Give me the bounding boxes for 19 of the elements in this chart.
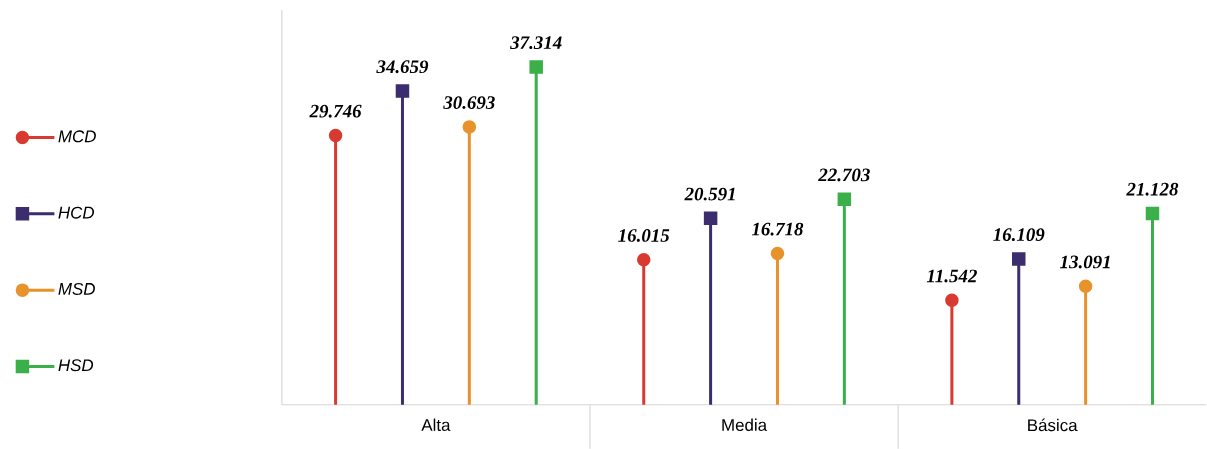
legend-label: HSD xyxy=(58,359,94,372)
data-label: 13.091 xyxy=(1060,255,1110,269)
x-tick-label: Alta xyxy=(421,418,451,431)
data-label: 22.703 xyxy=(818,168,870,182)
x-tick-label: Media xyxy=(722,418,768,431)
x-tick-label: Básica xyxy=(1028,418,1078,431)
data-label: 30.693 xyxy=(443,95,495,109)
legend-label: HCD xyxy=(58,206,95,219)
data-label: 37.314 xyxy=(510,36,562,49)
data-label: 20.591 xyxy=(684,187,735,201)
legend-label: MSD xyxy=(58,282,95,295)
data-label: 16.015 xyxy=(618,228,670,242)
data-label: 16.109 xyxy=(993,228,1045,241)
legend-label: MCD xyxy=(58,130,96,143)
data-label: 34.659 xyxy=(376,60,429,73)
data-label: 21.128 xyxy=(1126,182,1179,196)
data-label: 11.542 xyxy=(926,269,977,283)
data-label: 29.746 xyxy=(309,104,362,118)
data-label: 16.718 xyxy=(751,222,804,236)
